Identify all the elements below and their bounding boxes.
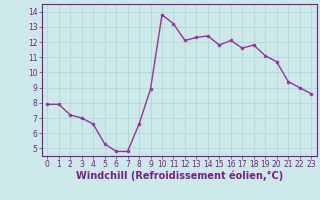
X-axis label: Windchill (Refroidissement éolien,°C): Windchill (Refroidissement éolien,°C) <box>76 171 283 181</box>
